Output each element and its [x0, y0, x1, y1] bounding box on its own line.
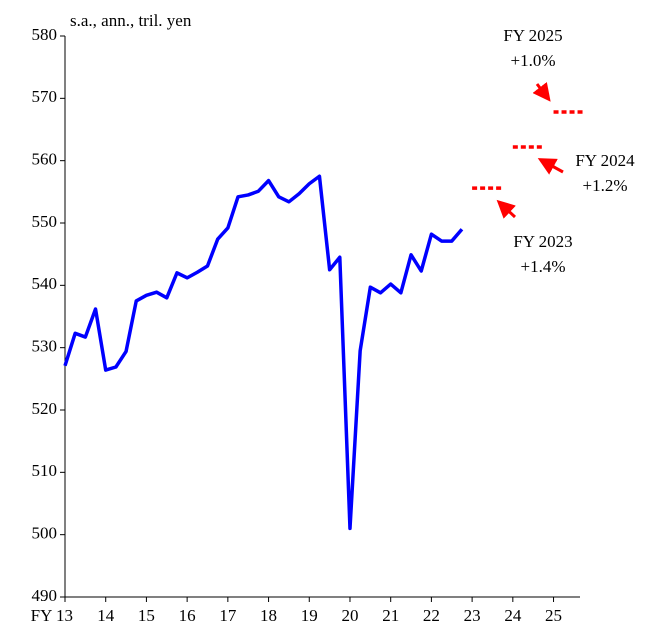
- x-tick-label: 17: [219, 606, 237, 625]
- forecast-label: FY 2023: [513, 232, 572, 251]
- forecast-growth: +1.2%: [583, 176, 628, 195]
- y-tick-label: 550: [32, 212, 58, 231]
- x-tick-label: 14: [97, 606, 115, 625]
- arrow: [532, 82, 551, 102]
- x-tick-label: FY 13: [31, 606, 73, 625]
- y-tick-label: 530: [32, 337, 58, 356]
- y-unit-label: s.a., ann., tril. yen: [70, 11, 192, 30]
- x-tick-label: 18: [260, 606, 277, 625]
- x-tick-label: 16: [179, 606, 196, 625]
- y-tick-label: 540: [32, 274, 58, 293]
- forecast-label: FY 2024: [575, 151, 635, 170]
- y-tick-label: 510: [32, 461, 58, 480]
- y-tick-label: 490: [32, 586, 58, 605]
- y-tick-label: 580: [32, 25, 58, 44]
- x-tick-label: 25: [545, 606, 562, 625]
- x-tick-label: 20: [341, 606, 358, 625]
- arrow: [496, 199, 517, 219]
- x-tick-label: 24: [504, 606, 522, 625]
- y-tick-label: 560: [32, 150, 58, 169]
- y-tick-label: 500: [32, 524, 58, 543]
- x-tick-label: 21: [382, 606, 399, 625]
- arrow: [537, 158, 564, 175]
- line-series: [63, 174, 464, 531]
- x-tick-label: 15: [138, 606, 155, 625]
- x-tick-label: 23: [464, 606, 481, 625]
- forecast-growth: +1.0%: [511, 51, 556, 70]
- forecast-growth: +1.4%: [521, 257, 566, 276]
- x-tick-label: 19: [301, 606, 318, 625]
- x-tick-label: 22: [423, 606, 440, 625]
- y-tick-label: 570: [32, 87, 58, 106]
- forecast-label: FY 2025: [503, 26, 562, 45]
- y-tick-label: 520: [32, 399, 58, 418]
